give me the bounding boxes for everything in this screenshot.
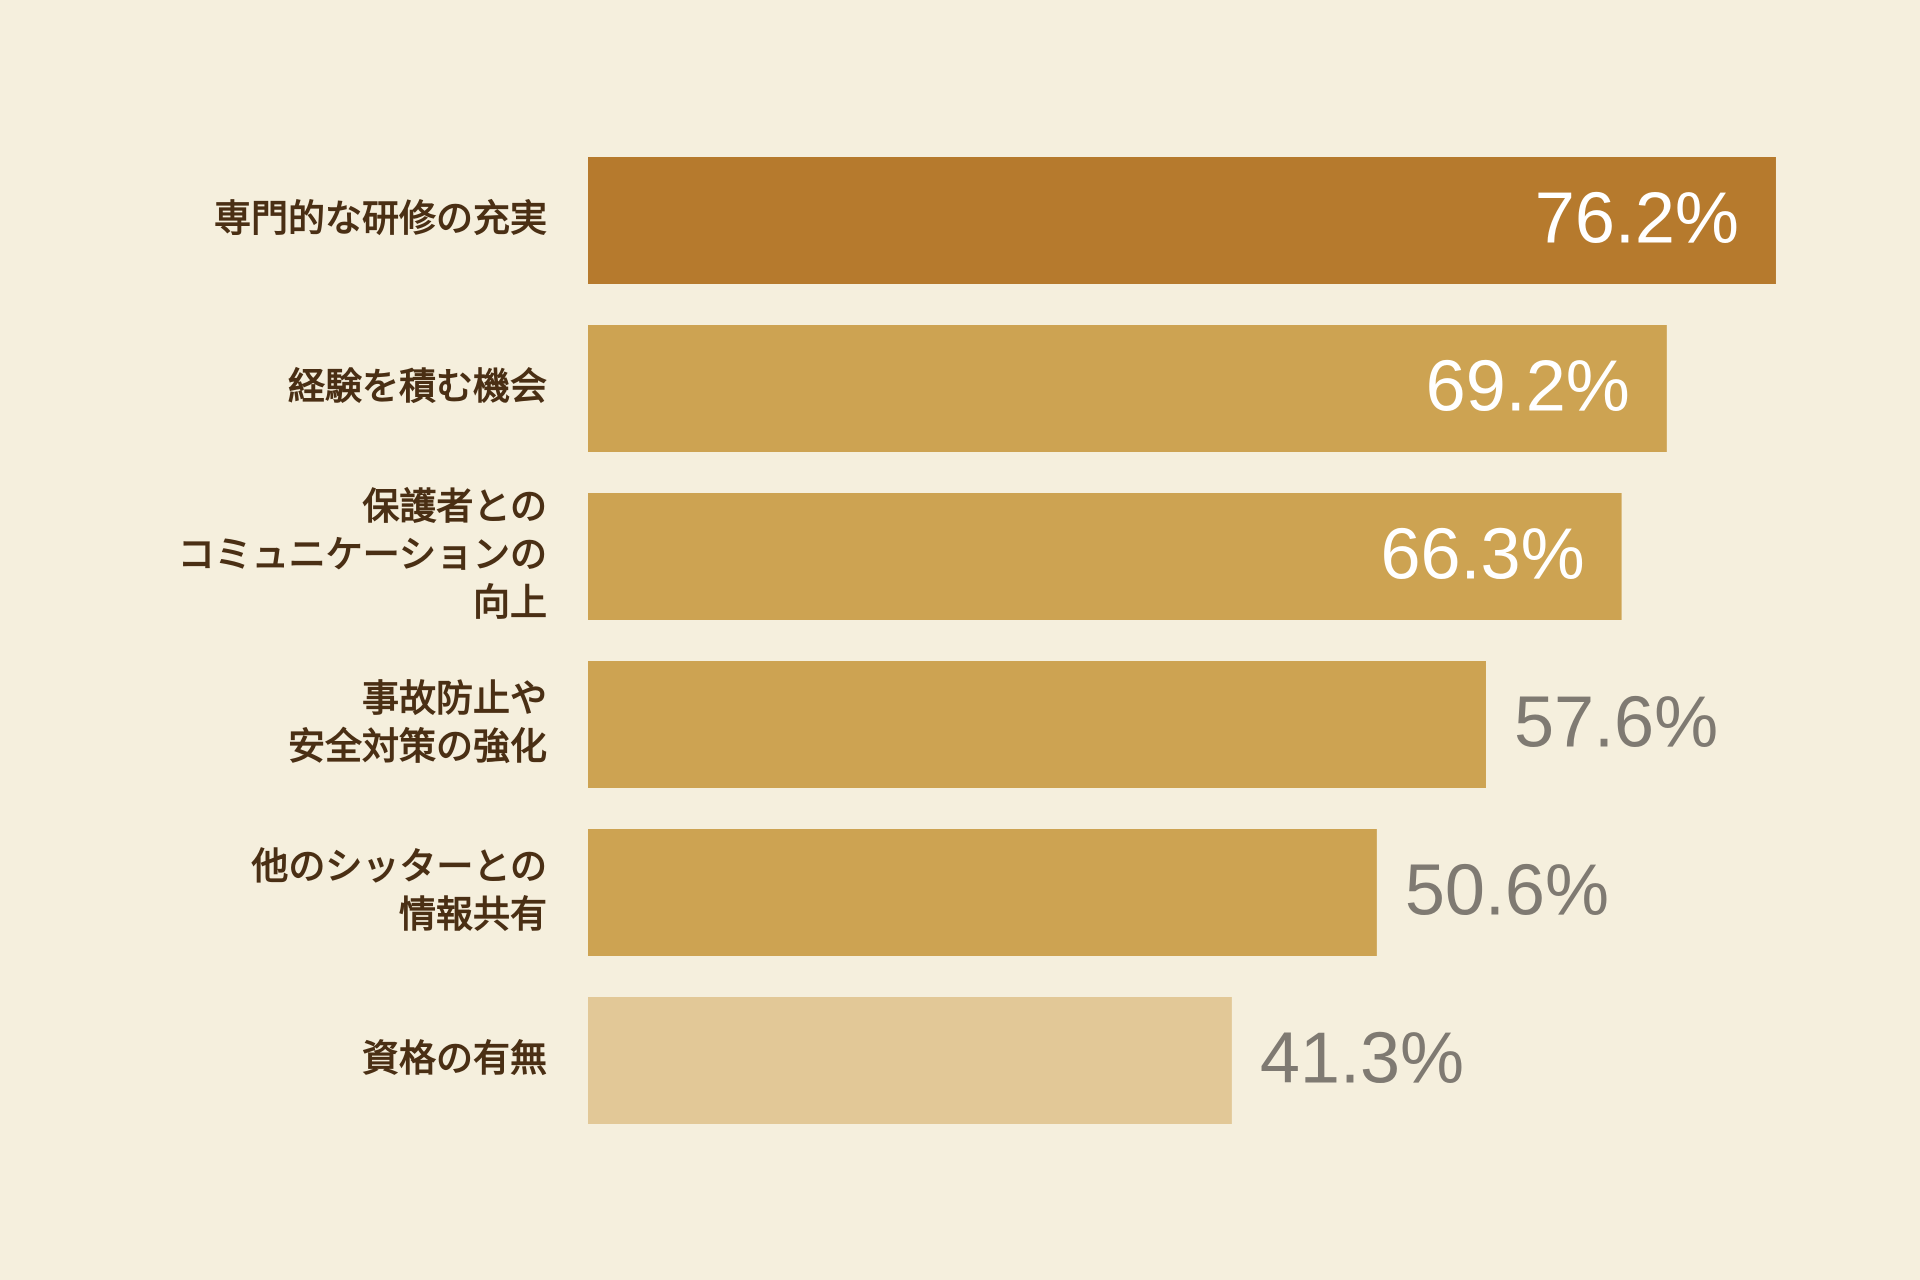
bar [588, 829, 1377, 956]
value-label: 69.2% [1426, 347, 1630, 427]
category-label: 専門的な研修の充実 [214, 197, 547, 240]
category-label: 経験を積む機会 [288, 365, 547, 408]
category-label: 他のシッターとの [250, 845, 547, 888]
value-label: 66.3% [1380, 515, 1584, 595]
bar [588, 493, 1622, 620]
category-label: 向上 [473, 581, 547, 624]
value-label: 57.6% [1514, 683, 1718, 763]
category-label: 資格の有無 [362, 1037, 547, 1080]
value-label: 41.3% [1260, 1019, 1464, 1099]
bar [588, 157, 1776, 284]
value-label: 76.2% [1535, 179, 1739, 259]
category-label: 安全対策の強化 [288, 725, 547, 768]
category-label: 保護者との [362, 485, 547, 528]
bar [588, 661, 1486, 788]
category-label: 事故防止や [362, 677, 547, 720]
category-label: 情報共有 [399, 893, 547, 936]
value-label: 50.6% [1405, 851, 1609, 931]
category-label: コミュニケーションの [178, 533, 547, 576]
bar [588, 325, 1667, 452]
bar [588, 997, 1232, 1124]
